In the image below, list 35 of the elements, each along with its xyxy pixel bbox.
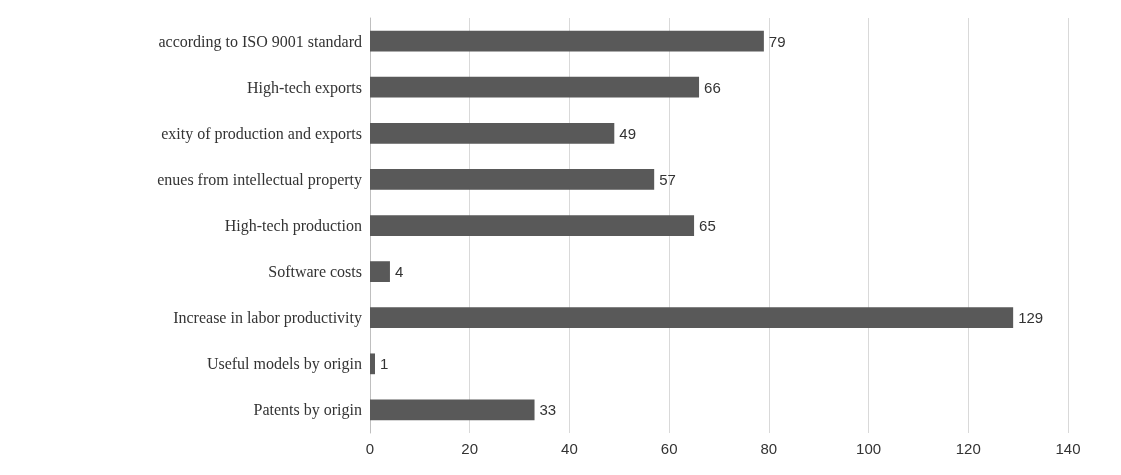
- bar: [370, 215, 695, 236]
- y-tick-label: Useful models by origin: [206, 355, 362, 374]
- data-label: 66: [704, 78, 721, 96]
- y-tick-label: High-tech production: [224, 217, 362, 235]
- data-label: 65: [699, 217, 716, 234]
- bar: [370, 76, 700, 98]
- y-tick-label: Patents by origin: [253, 401, 362, 420]
- y-tick-label: exity of production and exports: [161, 124, 362, 143]
- data-label: 4: [394, 263, 404, 281]
- y-tick-label: Software costs: [268, 263, 362, 281]
- y-tick-label: High-tech exports: [246, 78, 362, 97]
- x-tick-label: 120: [955, 440, 981, 457]
- x-tick-label: 40: [561, 440, 578, 457]
- y-tick-label: according to ISO 9001 standard: [158, 32, 362, 51]
- bar: [370, 307, 1014, 329]
- data-label: 1: [379, 355, 389, 373]
- data-label: 79: [768, 32, 786, 50]
- x-tick-label: 80: [760, 440, 778, 457]
- data-label: 57: [659, 170, 676, 188]
- bar: [370, 169, 655, 190]
- bar: [370, 122, 615, 144]
- x-tick-label: 140: [1055, 440, 1081, 457]
- data-label: 49: [619, 124, 636, 142]
- x-tick-label: 60: [660, 440, 678, 457]
- data-label: 129: [1018, 309, 1044, 327]
- bar: [370, 399, 535, 421]
- x-tick-label: 20: [461, 440, 479, 457]
- data-label: 33: [539, 401, 557, 419]
- bar: [370, 353, 375, 375]
- x-tick-label: 100: [856, 440, 882, 457]
- x-tick-label: 0: [365, 440, 375, 457]
- bar: [370, 30, 764, 52]
- y-tick-label: Increase in labor productivity: [173, 309, 362, 328]
- y-tick-label: enues from intellectual property: [157, 170, 362, 189]
- bar: [370, 261, 390, 282]
